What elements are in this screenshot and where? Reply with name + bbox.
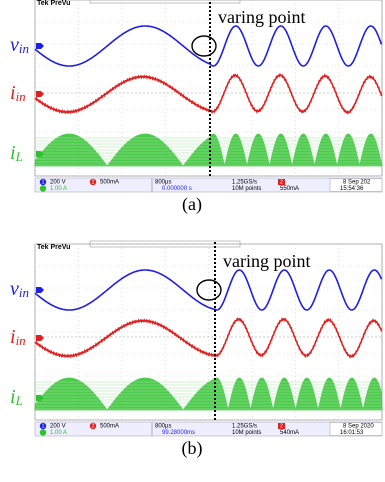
ch2-scale: 500mA bbox=[100, 180, 119, 186]
ch1-number: 1 bbox=[42, 180, 45, 186]
trigger-level: 550mA bbox=[280, 186, 299, 192]
caption: (a) bbox=[182, 194, 202, 215]
annotation: varing point bbox=[218, 7, 306, 27]
ch3-scale: 1.00 A bbox=[50, 186, 67, 192]
ch2-scale: 500mA bbox=[100, 424, 119, 430]
signal-label: vin bbox=[10, 34, 29, 56]
time: 15:54:36 bbox=[340, 186, 364, 192]
scope-header: Tek PreVu bbox=[37, 244, 70, 251]
record-length: 10M points bbox=[232, 430, 261, 436]
signal-subscript: L bbox=[15, 393, 23, 408]
sample-rate: 1.25GS/s bbox=[232, 424, 257, 430]
signal-subscript: in bbox=[16, 89, 26, 104]
figure: Tek PreVuvaring pointviniiniL12200 V500m… bbox=[0, 0, 385, 482]
signal-label: iin bbox=[10, 82, 26, 104]
ch3-badge bbox=[40, 429, 46, 435]
timebase: 800µs bbox=[155, 424, 171, 430]
timebase: 800µs bbox=[155, 180, 171, 186]
ch2-number: 2 bbox=[92, 424, 95, 430]
signal-label: iin bbox=[10, 326, 26, 348]
signal-label: iL bbox=[10, 142, 23, 164]
signal-subscript: L bbox=[15, 149, 23, 164]
annotation: varing point bbox=[223, 251, 311, 271]
trigger-position: 0.000000 s bbox=[162, 186, 192, 192]
ch3-badge bbox=[40, 185, 46, 191]
signal-label: vin bbox=[10, 278, 29, 300]
ch2-number: 2 bbox=[92, 180, 95, 186]
trigger-channel: 2 bbox=[280, 180, 283, 186]
signal-subscript: in bbox=[19, 41, 29, 56]
date: 8 Sep 2020 bbox=[343, 424, 374, 430]
trigger-channel: 2 bbox=[280, 424, 283, 430]
time: 16:01:53 bbox=[340, 430, 364, 436]
scope-header: Tek PreVu bbox=[37, 0, 70, 7]
signal-subscript: in bbox=[19, 285, 29, 300]
ch1-scale: 200 V bbox=[50, 424, 66, 430]
signal-symbol: v bbox=[10, 34, 19, 56]
caption: (b) bbox=[182, 438, 203, 459]
record-length: 10M points bbox=[232, 186, 261, 192]
ch1-number: 1 bbox=[42, 424, 45, 430]
ch3-scale: 1.00 A bbox=[50, 430, 67, 436]
date: 8 Sep 202 bbox=[343, 180, 371, 186]
trigger-level: 540mA bbox=[280, 430, 299, 436]
signal-label: iL bbox=[10, 386, 23, 408]
signal-subscript: in bbox=[16, 333, 26, 348]
sample-rate: 1.25GS/s bbox=[232, 180, 257, 186]
ch1-scale: 200 V bbox=[50, 180, 66, 186]
signal-symbol: v bbox=[10, 278, 19, 300]
trigger-position: 99.28000ms bbox=[162, 430, 195, 436]
